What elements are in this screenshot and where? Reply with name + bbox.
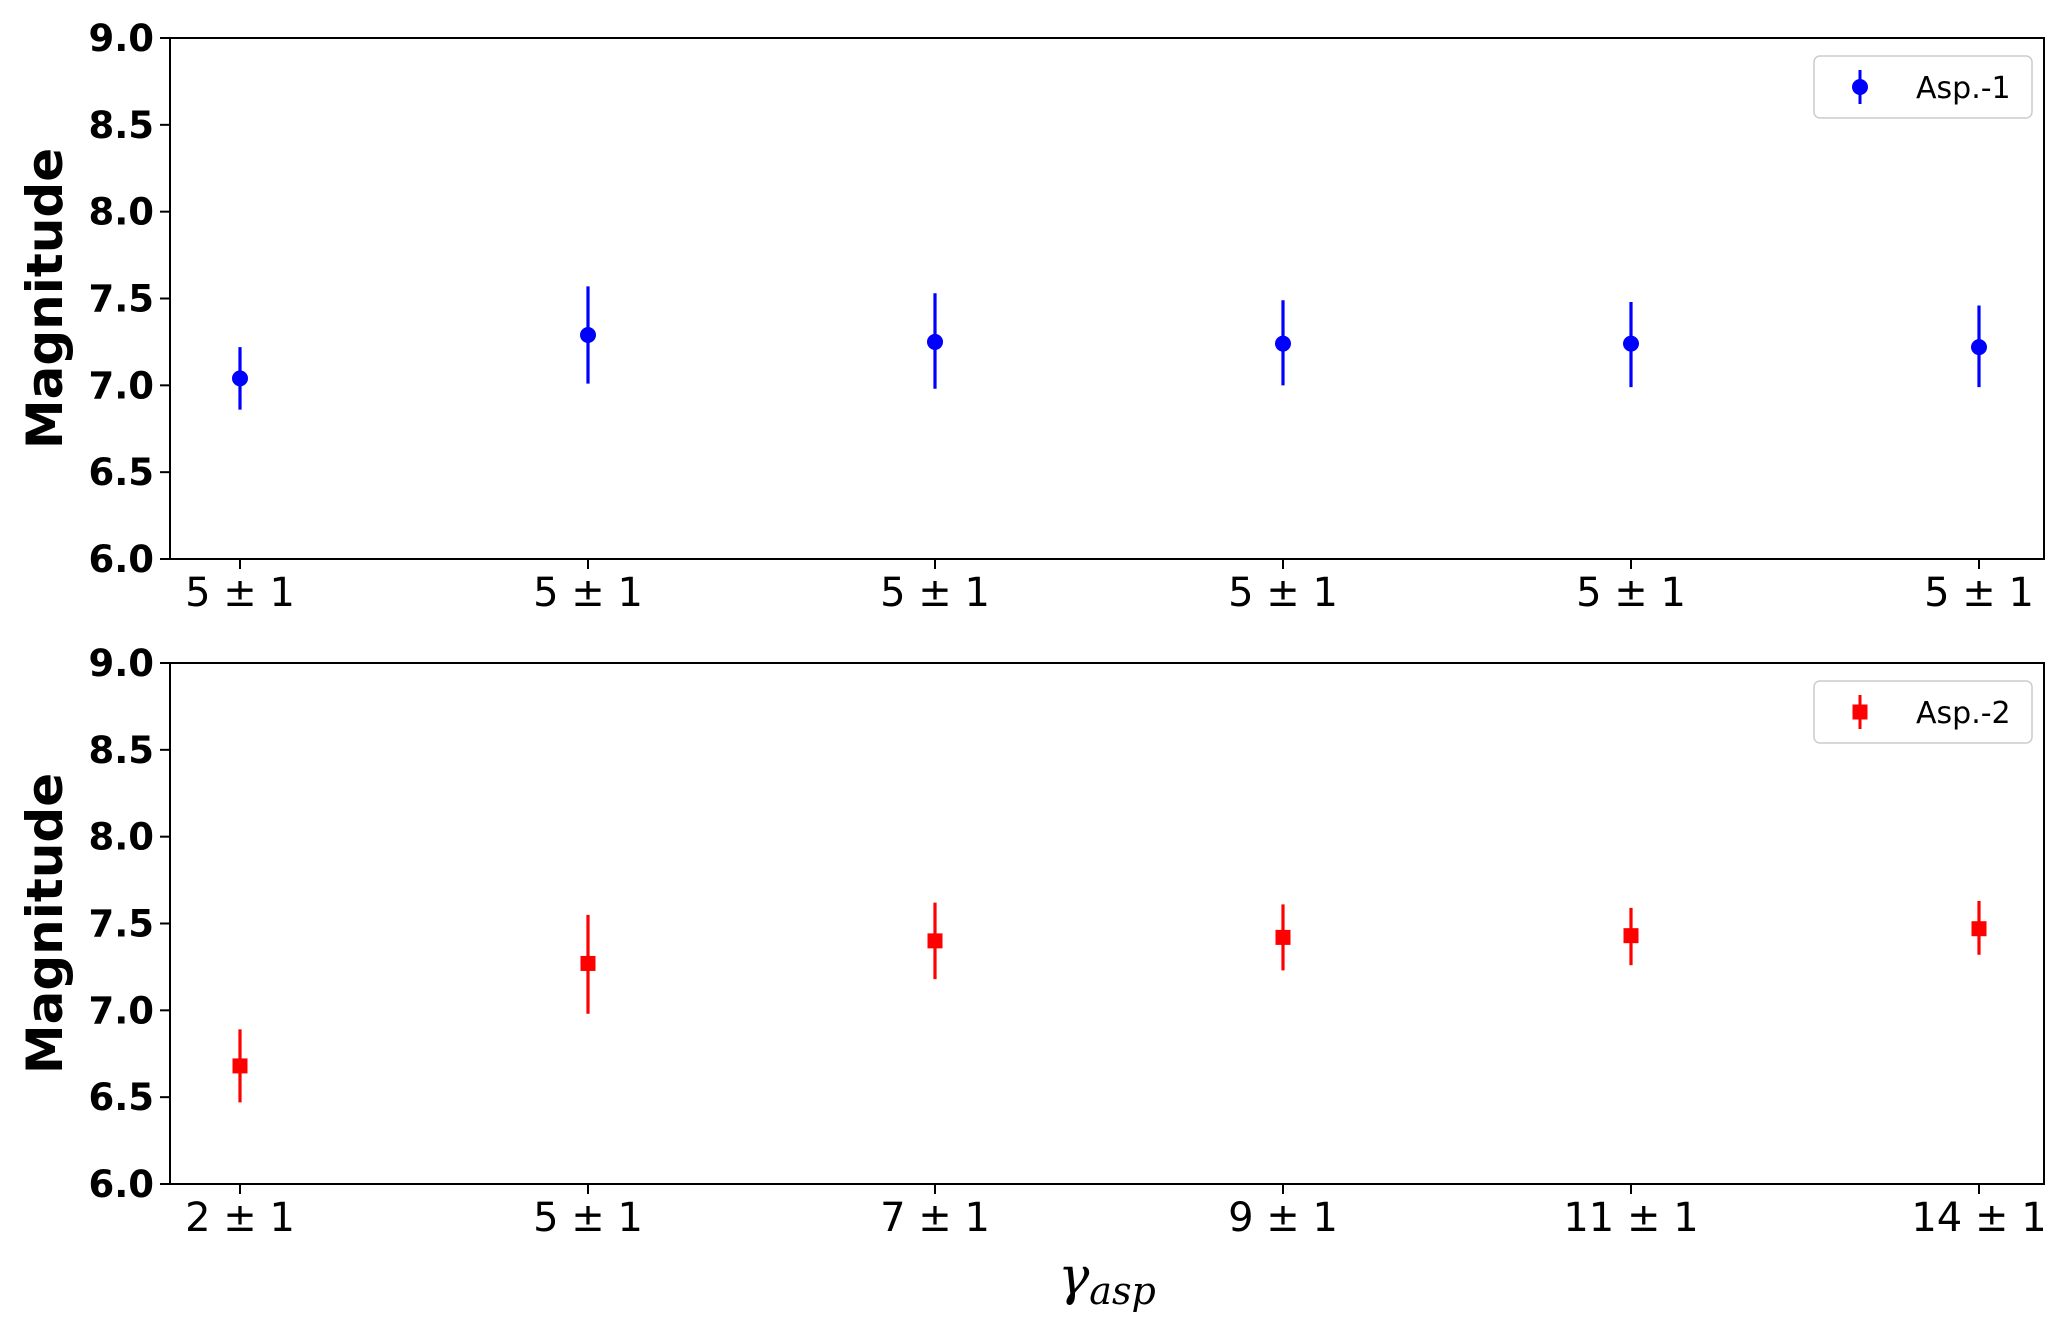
y-tick-label: 8.0 [88, 816, 154, 859]
data-point [580, 326, 596, 343]
data-point [1971, 921, 1987, 937]
x-tick-label: 5 ± 1 [185, 570, 295, 616]
y-tick-label: 7.0 [88, 989, 154, 1032]
legend-label: Asp.-1 [1916, 71, 2011, 106]
data-point [1623, 335, 1639, 352]
data-point [1275, 335, 1291, 352]
y-axis-label: Magnitude [16, 148, 74, 449]
x-tick-label: 5 ± 1 [533, 1195, 643, 1241]
data-point [1971, 339, 1987, 356]
y-tick-label: 6.5 [88, 1076, 154, 1119]
data-point [232, 1058, 248, 1074]
data-point [232, 370, 248, 387]
y-tick-label: 7.0 [88, 364, 154, 407]
y-tick-label: 6.5 [88, 451, 154, 494]
x-tick-label: 5 ± 1 [1228, 570, 1338, 616]
x-tick-label: 2 ± 1 [185, 1195, 295, 1241]
y-tick-label: 9.0 [88, 642, 154, 685]
y-tick-label: 7.5 [88, 903, 154, 946]
plot-area [169, 37, 2045, 560]
y-tick-label: 6.0 [88, 538, 154, 581]
x-tick-label: 11 ± 1 [1563, 1195, 1698, 1241]
data-point [580, 955, 596, 971]
y-tick-label: 8.0 [88, 191, 154, 234]
y-tick-label: 6.0 [88, 1163, 154, 1206]
x-tick-label: 5 ± 1 [880, 570, 990, 616]
y-tick-label: 8.5 [88, 104, 154, 147]
legend-marker [1852, 79, 1868, 95]
x-tick-label: 5 ± 1 [1576, 570, 1686, 616]
plot-area [169, 662, 2045, 1185]
x-tick-label: 7 ± 1 [880, 1195, 990, 1241]
legend-box [1813, 680, 2033, 744]
y-tick-label: 9.0 [88, 17, 154, 60]
data-point [927, 333, 943, 350]
legend-marker [1852, 704, 1868, 720]
data-point [1623, 928, 1639, 944]
x-tick-label: 9 ± 1 [1228, 1195, 1338, 1241]
y-tick-label: 7.5 [88, 278, 154, 321]
y-axis-label: Magnitude [16, 773, 74, 1074]
x-tick-label: 5 ± 1 [533, 570, 643, 616]
x-tick-label: 5 ± 1 [1924, 570, 2034, 616]
data-point [1275, 929, 1291, 945]
chart-panel-bottom: 6.0 6.5 7.0 7.5 8.0 8.5 9.0 2 ± 1 5 ± 1 7 ± 1 9 ± … [16, 642, 2047, 1313]
x-tick-label: 14 ± 1 [1911, 1195, 2046, 1241]
data-point [927, 933, 943, 949]
y-tick-label: 8.5 [88, 729, 154, 772]
chart-panel-top: 6.0 6.5 7.0 7.5 8.0 8.5 9.0 5 ± 1 5 ± 1 5 ± 1 5 ± … [16, 17, 2045, 616]
legend-label: Asp.-2 [1916, 696, 2011, 731]
legend-box [1813, 55, 2033, 119]
x-axis-label: γasp [1058, 1247, 1156, 1313]
